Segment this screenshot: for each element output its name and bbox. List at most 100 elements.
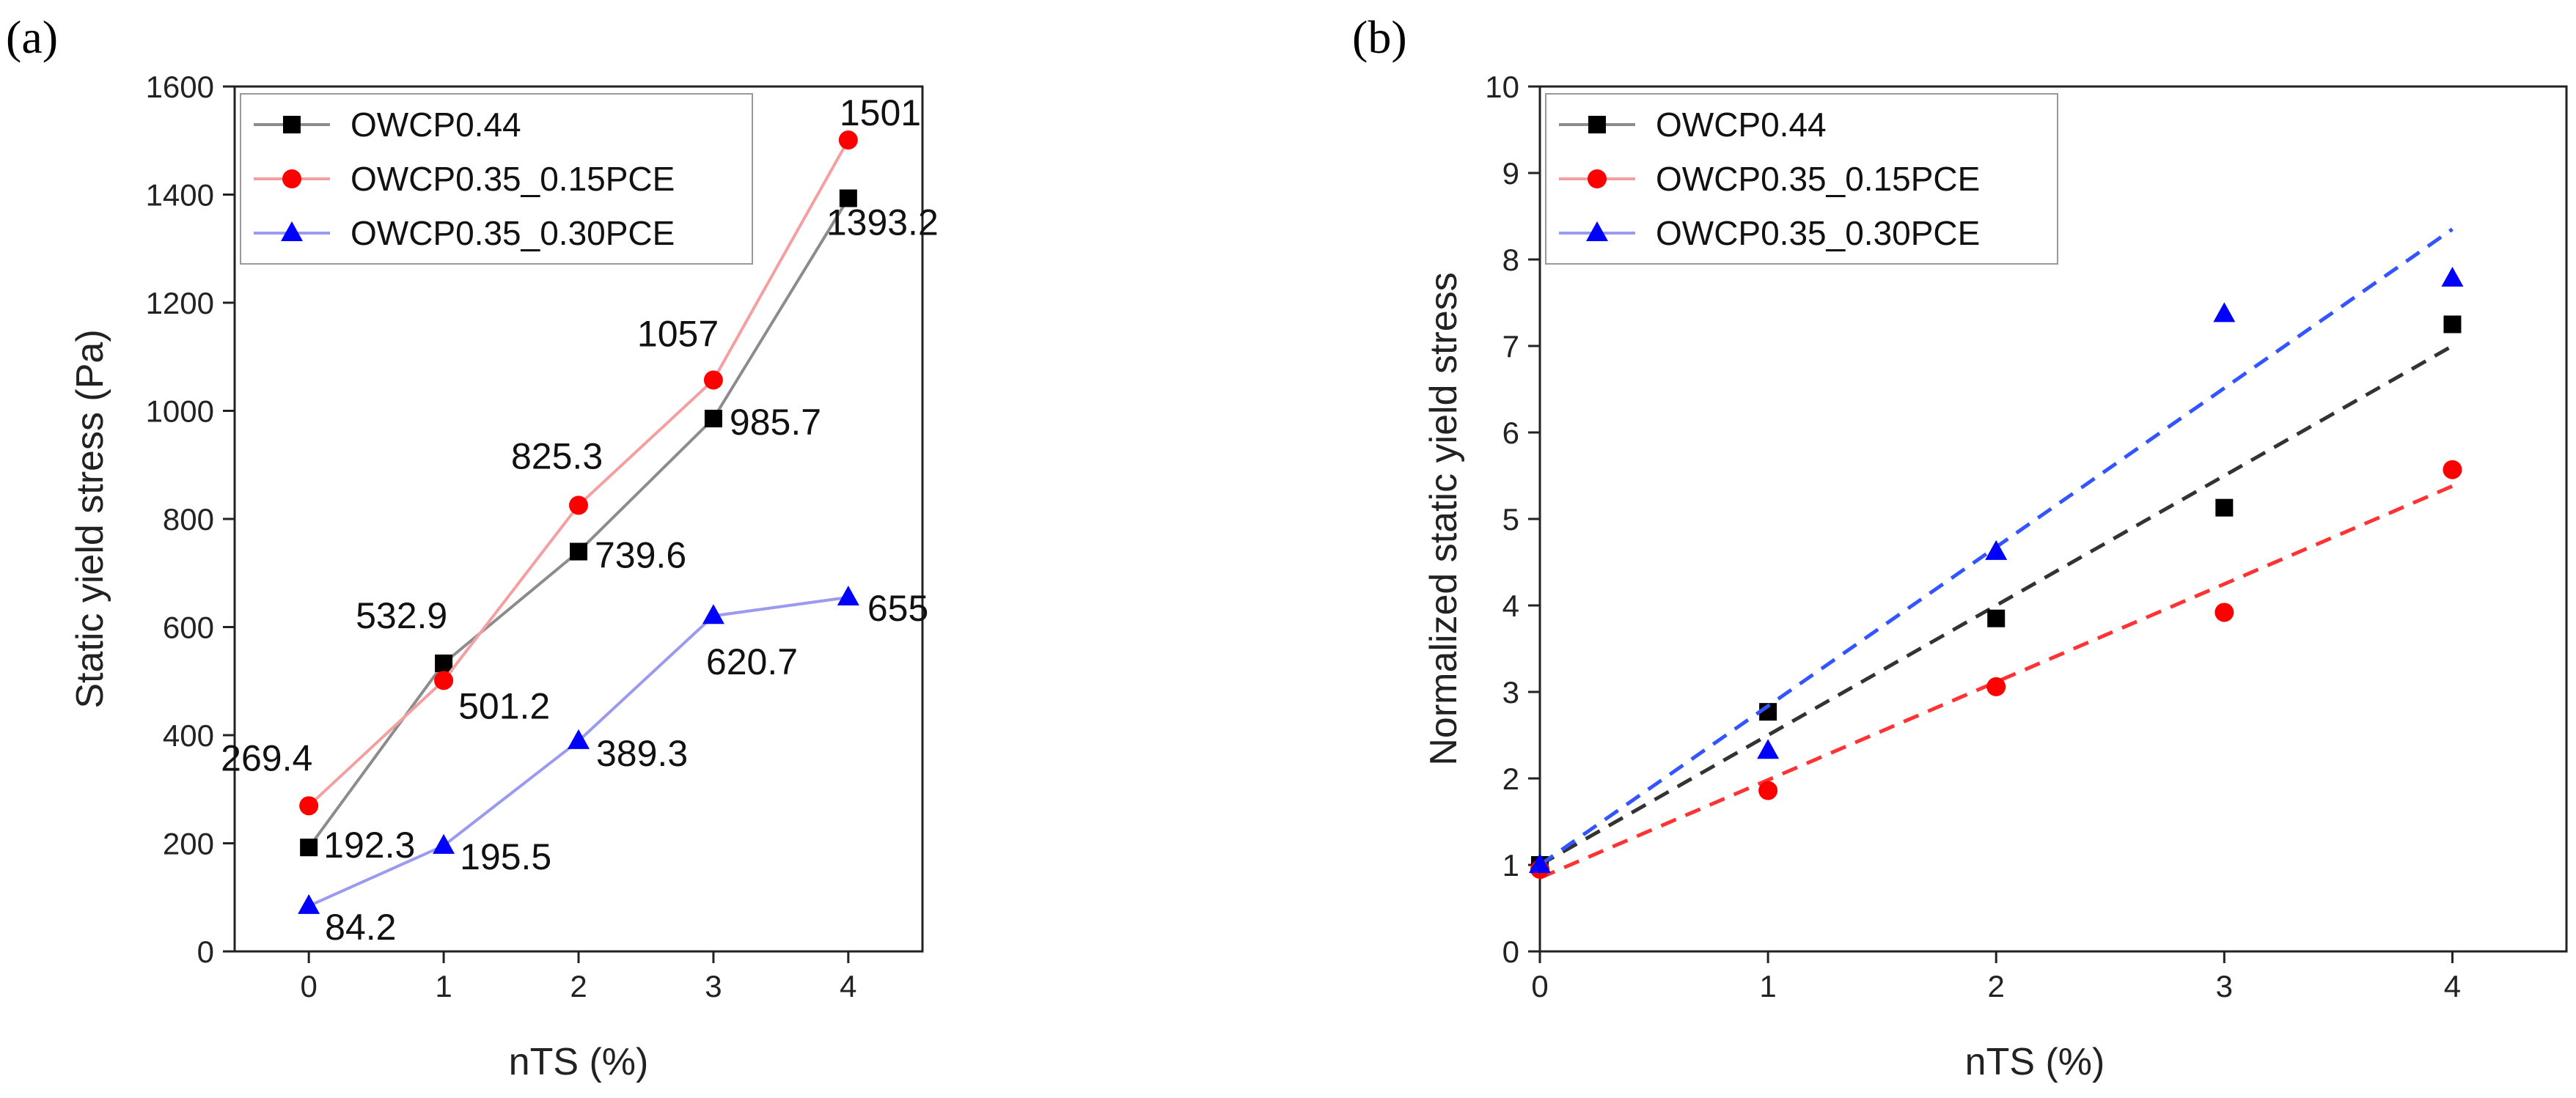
- legend-entry: OWCP0.44: [1559, 106, 1827, 144]
- y-tick-label: 6: [1502, 416, 1519, 450]
- data-label: 192.3: [323, 825, 415, 866]
- data-point: [2441, 266, 2464, 287]
- legend-entry: OWCP0.35_0.30PCE: [1559, 214, 1980, 252]
- x-tick-label: 2: [570, 969, 587, 1003]
- y-tick-label: 9: [1502, 156, 1519, 191]
- series-owcp0-35-0-15pce: [1530, 460, 2462, 880]
- data-point: [433, 833, 455, 854]
- data-point: [1985, 539, 2008, 560]
- data-point: [703, 370, 723, 390]
- y-tick-label: 3: [1502, 675, 1519, 710]
- data-point: [298, 893, 320, 914]
- y-axis-title: Normalized static yield stress: [1423, 272, 1465, 765]
- data-point: [2443, 460, 2462, 479]
- y-tick-label: 1600: [146, 70, 214, 104]
- data-label: 1057: [637, 313, 719, 354]
- data-label: 825.3: [511, 435, 603, 476]
- legend-entry: OWCP0.35_0.30PCE: [254, 214, 675, 252]
- chart-panel-b: (b) 0 1 2 3 4 0 1 2 3 4 5 6 7 8 9 10 nTS (%) Normalized st…: [1352, 11, 2568, 1083]
- data-point: [570, 542, 587, 561]
- x-tick-label: 2: [1988, 969, 2005, 1003]
- series-owcp0-44: 192.3 532.9 739.6 985.7 1393.2: [300, 189, 939, 866]
- x-tick-label: 3: [2216, 969, 2233, 1003]
- legend-label: OWCP0.35_0.15PCE: [1656, 160, 1980, 198]
- y-tick-label: 7: [1502, 329, 1519, 364]
- y-tick-label: 4: [1502, 589, 1519, 623]
- legend-marker: [281, 221, 303, 241]
- legend-marker: [282, 169, 301, 188]
- y-tick-label: 400: [163, 718, 214, 753]
- data-label: 985.7: [730, 402, 821, 443]
- legend-marker: [1586, 221, 1608, 241]
- series-owcp0-44: [1531, 315, 2462, 874]
- data-label: 84.2: [325, 907, 396, 948]
- legend-label: OWCP0.35_0.15PCE: [351, 160, 675, 198]
- data-point: [1758, 781, 1778, 800]
- data-point: [2214, 603, 2234, 622]
- series-owcp0-35-0-30pce: [1529, 227, 2464, 873]
- legend-label: OWCP0.35_0.30PCE: [351, 214, 675, 252]
- data-point: [435, 654, 453, 672]
- y-tick-label: 1400: [146, 178, 214, 213]
- data-point: [839, 189, 857, 207]
- data-point: [704, 410, 722, 428]
- data-label: 532.9: [356, 595, 447, 636]
- y-tick-label: 1000: [146, 394, 214, 429]
- data-label: 1393.2: [826, 202, 939, 243]
- data-point: [837, 585, 859, 605]
- x-tick-label: 4: [840, 969, 856, 1003]
- data-label: 195.5: [460, 836, 551, 877]
- data-point: [1986, 677, 2006, 696]
- data-point: [1987, 609, 2006, 627]
- legend: OWCP0.44 OWCP0.35_0.15PCE OWCP0.35_0.30PCE: [1545, 93, 2058, 265]
- legend-marker: [1588, 169, 1607, 188]
- legend-label: OWCP0.44: [1656, 106, 1827, 144]
- data-point: [702, 604, 724, 624]
- x-axis-title: nTS (%): [509, 1041, 649, 1083]
- data-point: [2213, 302, 2236, 323]
- data-label: 269.4: [221, 737, 312, 778]
- series-owcp0-35-0-30pce: 84.2 195.5 389.3 620.7 655: [298, 585, 928, 948]
- data-label: 620.7: [706, 641, 798, 682]
- legend-label: OWCP0.44: [351, 106, 521, 144]
- data-point: [434, 671, 454, 690]
- fit-line: [1539, 484, 2454, 880]
- data-point: [300, 839, 318, 857]
- data-point: [569, 495, 588, 515]
- y-tick-label: 200: [163, 827, 214, 861]
- data-label: 1501: [840, 92, 921, 133]
- legend-marker: [283, 116, 301, 133]
- data-point: [299, 796, 319, 816]
- series-owcp0-35-0-15pce: 269.4 501.2 825.3 1057 1501: [221, 92, 921, 816]
- x-axis-title: nTS (%): [1965, 1041, 2105, 1083]
- x-tick-label: 0: [300, 969, 317, 1003]
- y-tick-label: 800: [163, 502, 214, 537]
- y-tick-label: 0: [1502, 935, 1519, 969]
- data-point: [568, 729, 590, 749]
- data-label: 739.6: [595, 535, 686, 576]
- data-point: [838, 130, 858, 150]
- data-point: [2443, 315, 2462, 334]
- series-line: [307, 197, 850, 849]
- y-tick-label: 5: [1502, 502, 1519, 537]
- data-label: 655: [867, 588, 928, 629]
- x-tick-label: 1: [1759, 969, 1776, 1003]
- legend-entry: OWCP0.44: [254, 106, 521, 144]
- x-tick-label: 4: [2444, 969, 2461, 1003]
- fit-line: [1538, 344, 2454, 867]
- legend-marker: [1588, 116, 1606, 133]
- panel-label: (b): [1352, 11, 1407, 63]
- legend-entry: OWCP0.35_0.15PCE: [1559, 160, 1980, 198]
- y-tick-label: 1: [1502, 848, 1519, 883]
- x-tick-label: 0: [1531, 969, 1548, 1003]
- data-point: [1529, 853, 1551, 873]
- panel-label: (a): [6, 11, 58, 63]
- y-tick-label: 600: [163, 611, 214, 645]
- legend-entry: OWCP0.35_0.15PCE: [254, 160, 675, 198]
- x-tick-label: 3: [705, 969, 722, 1003]
- y-tick-label: 8: [1502, 243, 1519, 277]
- y-tick-label: 0: [197, 935, 214, 969]
- y-tick-label: 1200: [146, 286, 214, 320]
- data-point: [1757, 739, 1780, 759]
